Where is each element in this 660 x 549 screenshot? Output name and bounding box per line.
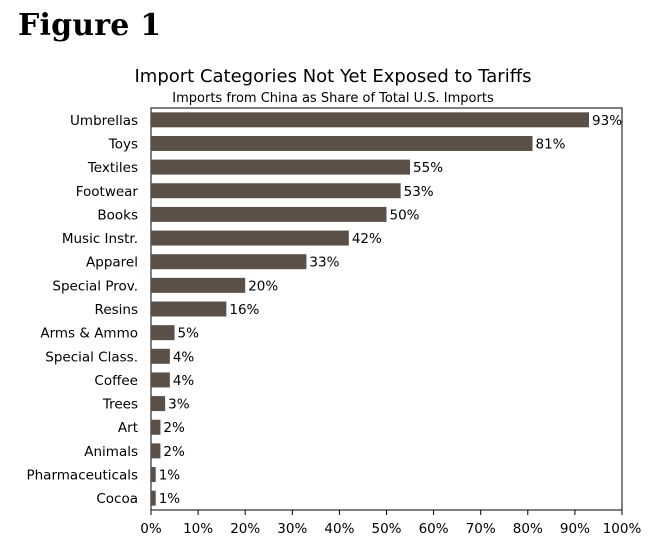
bar-books bbox=[151, 206, 387, 222]
x-tick-label: 70% bbox=[466, 521, 496, 537]
category-label: Special Class. bbox=[45, 349, 138, 365]
category-label: Pharmaceuticals bbox=[26, 468, 138, 484]
bar-trees bbox=[151, 396, 166, 412]
data-label: 2% bbox=[163, 444, 185, 460]
category-label: Resins bbox=[95, 302, 138, 318]
data-label: 42% bbox=[352, 231, 382, 247]
data-label: 2% bbox=[163, 420, 185, 436]
data-label: 4% bbox=[173, 373, 195, 389]
data-label: 3% bbox=[168, 397, 190, 413]
data-labels-group: 93% 81% 55% 53% 50% 42% 33% 20% 16% 5% 4% 4% 3% 2% 2% 1… bbox=[159, 113, 622, 507]
bar-resins bbox=[151, 301, 227, 317]
x-tick-label: 80% bbox=[513, 521, 543, 537]
category-label: Trees bbox=[102, 397, 138, 413]
bar-toys bbox=[151, 135, 533, 151]
x-tick-label: 40% bbox=[324, 521, 354, 537]
bar-footwear bbox=[151, 183, 401, 199]
category-label: Toys bbox=[108, 136, 138, 152]
bar-animals bbox=[151, 443, 161, 459]
x-tick-label: 60% bbox=[419, 521, 449, 537]
chart-subtitle: Imports from China as Share of Total U.S… bbox=[172, 91, 494, 106]
category-label: Cocoa bbox=[96, 491, 138, 507]
data-label: 50% bbox=[390, 207, 420, 223]
category-label: Music Instr. bbox=[62, 231, 138, 247]
x-tick-label: 100% bbox=[603, 521, 642, 537]
bar-cocoa bbox=[151, 490, 156, 506]
bar-apparel bbox=[151, 254, 307, 270]
data-label: 53% bbox=[404, 184, 434, 200]
category-label: Umbrellas bbox=[70, 113, 138, 129]
category-label: Coffee bbox=[94, 373, 138, 389]
data-label: 55% bbox=[413, 160, 443, 176]
x-tick-label: 10% bbox=[183, 521, 213, 537]
bar-art bbox=[151, 419, 161, 435]
x-axis: 0% 10% 20% 30% 40% 50% 60% 70% 80% 90% 100% bbox=[140, 510, 641, 537]
bar-textiles bbox=[151, 159, 411, 175]
x-tick-label: 30% bbox=[277, 521, 307, 537]
bar-coffee bbox=[151, 372, 170, 388]
category-label: Textiles bbox=[87, 160, 138, 176]
bar-arms-ammo bbox=[151, 325, 175, 341]
x-tick-label: 50% bbox=[371, 521, 401, 537]
bar-pharmaceuticals bbox=[151, 467, 156, 483]
bar-special-class bbox=[151, 348, 170, 364]
category-label: Animals bbox=[84, 444, 138, 460]
x-tick-label: 0% bbox=[140, 521, 162, 537]
bar-music-instr bbox=[151, 230, 349, 246]
x-tick-label: 90% bbox=[560, 521, 590, 537]
data-label: 93% bbox=[592, 113, 622, 129]
data-label: 16% bbox=[229, 302, 259, 318]
data-label: 1% bbox=[159, 491, 181, 507]
bars-group bbox=[151, 112, 590, 506]
bar-umbrellas bbox=[151, 112, 590, 128]
data-label: 20% bbox=[248, 278, 278, 294]
category-label: Arms & Ammo bbox=[40, 326, 138, 342]
category-label: Art bbox=[118, 420, 138, 436]
category-label: Apparel bbox=[86, 255, 138, 271]
figure-label: Figure 1 bbox=[18, 8, 162, 43]
data-label: 33% bbox=[309, 255, 339, 271]
category-label: Books bbox=[97, 207, 138, 223]
category-labels-group: Umbrellas Toys Textiles Footwear Books Music … bbox=[26, 113, 138, 507]
data-label: 4% bbox=[173, 349, 195, 365]
data-label: 1% bbox=[159, 468, 181, 484]
chart-title: Import Categories Not Yet Exposed to Tar… bbox=[134, 66, 531, 87]
category-label: Footwear bbox=[76, 184, 139, 200]
bar-special-prov bbox=[151, 277, 246, 293]
data-label: 5% bbox=[178, 326, 200, 342]
x-tick-label: 20% bbox=[230, 521, 260, 537]
category-label: Special Prov. bbox=[52, 278, 138, 294]
data-label: 81% bbox=[536, 136, 566, 152]
